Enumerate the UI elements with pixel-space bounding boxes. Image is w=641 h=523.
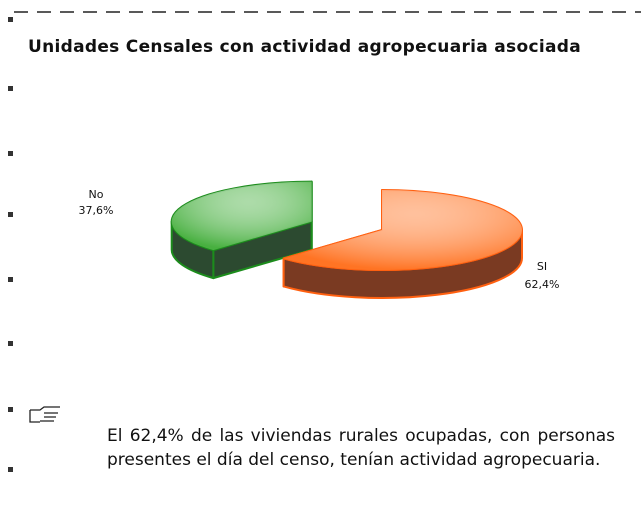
pie-slice bbox=[170, 180, 313, 280]
slice-label: SI bbox=[537, 260, 547, 273]
pie bbox=[170, 180, 523, 299]
margin-bullets bbox=[8, 17, 13, 472]
slice-top-shine bbox=[283, 190, 522, 270]
note: El 62,4% de las viviendas rurales ocupad… bbox=[107, 426, 615, 470]
slice-value: 37,6% bbox=[79, 204, 114, 217]
slice-top-shine bbox=[171, 181, 312, 251]
slice-label: No bbox=[89, 188, 104, 201]
slice-value: 62,4% bbox=[525, 278, 560, 291]
pie-slice bbox=[282, 189, 523, 299]
chart-title: Unidades Censales con actividad agropecu… bbox=[28, 37, 581, 57]
hand-icon bbox=[29, 406, 60, 423]
